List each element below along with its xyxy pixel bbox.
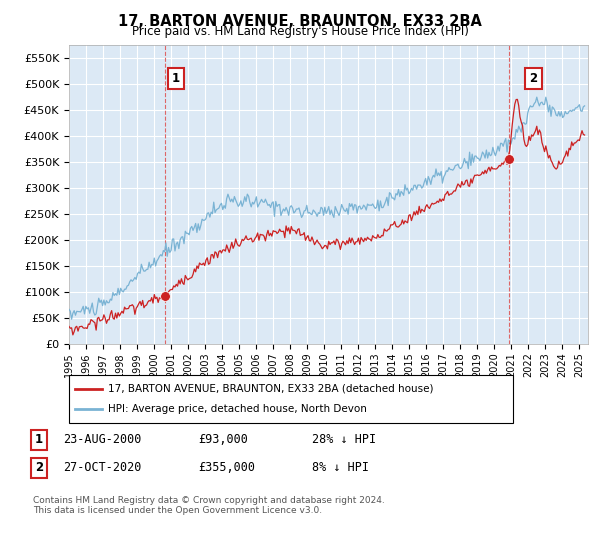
Text: 17, BARTON AVENUE, BRAUNTON, EX33 2BA: 17, BARTON AVENUE, BRAUNTON, EX33 2BA	[118, 14, 482, 29]
Text: 23-AUG-2000: 23-AUG-2000	[63, 433, 142, 446]
Text: £93,000: £93,000	[198, 433, 248, 446]
Text: Contains HM Land Registry data © Crown copyright and database right 2024.
This d: Contains HM Land Registry data © Crown c…	[33, 496, 385, 515]
Text: HPI: Average price, detached house, North Devon: HPI: Average price, detached house, Nort…	[108, 404, 367, 414]
Text: 8% ↓ HPI: 8% ↓ HPI	[312, 461, 369, 474]
Text: 1: 1	[172, 72, 180, 85]
Text: 17, BARTON AVENUE, BRAUNTON, EX33 2BA (detached house): 17, BARTON AVENUE, BRAUNTON, EX33 2BA (d…	[108, 384, 433, 394]
Text: Price paid vs. HM Land Registry's House Price Index (HPI): Price paid vs. HM Land Registry's House …	[131, 25, 469, 38]
Text: 1: 1	[35, 433, 43, 446]
Text: £355,000: £355,000	[198, 461, 255, 474]
Text: 27-OCT-2020: 27-OCT-2020	[63, 461, 142, 474]
Text: 28% ↓ HPI: 28% ↓ HPI	[312, 433, 376, 446]
Text: 2: 2	[529, 72, 538, 85]
Text: 2: 2	[35, 461, 43, 474]
